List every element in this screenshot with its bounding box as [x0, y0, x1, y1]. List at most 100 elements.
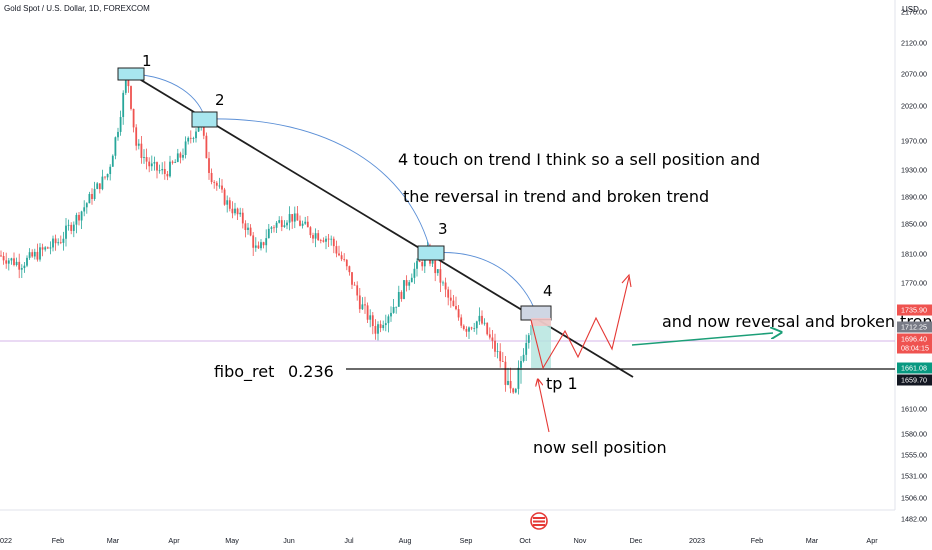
candle: [23, 262, 26, 273]
price-tag: 1712.25: [897, 321, 932, 333]
annotation-text-3: and now reversal and broken trend: [662, 312, 932, 331]
candle: [7, 257, 10, 271]
candle: [364, 296, 366, 314]
candle: [473, 322, 476, 332]
candle: [109, 164, 112, 181]
candle: [195, 128, 197, 143]
candle: [215, 180, 218, 191]
candle: [405, 275, 408, 292]
candle: [273, 225, 275, 233]
candle: [44, 246, 47, 252]
price-tick-label: 2120.00: [901, 39, 927, 48]
candle: [75, 212, 78, 234]
candle: [283, 220, 286, 228]
candle: [455, 296, 457, 311]
time-tick-label: Mar: [806, 536, 819, 545]
touch-boxes[interactable]: [117, 67, 552, 321]
candle: [390, 306, 392, 322]
candle: [106, 173, 109, 181]
candle: [80, 210, 83, 229]
candle: [280, 216, 283, 232]
candle: [65, 217, 67, 247]
candle: [496, 342, 499, 359]
candle: [91, 188, 93, 205]
candle: [114, 136, 117, 160]
candle: [384, 314, 387, 332]
candle: [70, 222, 73, 235]
candle: [288, 206, 291, 231]
candle: [252, 232, 255, 256]
candle: [221, 179, 223, 193]
candle: [93, 181, 96, 201]
time-tick-label: Mar: [107, 536, 120, 545]
svg-text:1661.08: 1661.08: [901, 364, 927, 373]
projection-path: [530, 276, 630, 370]
candle: [494, 333, 496, 357]
candle: [174, 159, 177, 164]
candle: [67, 219, 70, 231]
candle: [353, 281, 356, 286]
price-axis[interactable]: 2170.00 2120.00 2070.00 2020.00 1970.00 1930.…: [901, 8, 927, 524]
candle: [286, 220, 288, 230]
candle: [52, 235, 54, 252]
candle: [314, 228, 317, 248]
candle: [244, 220, 247, 238]
candle: [130, 85, 132, 111]
candle: [26, 255, 28, 268]
candle: [262, 241, 265, 249]
candle: [317, 229, 320, 241]
candle: [101, 169, 104, 191]
candle: [335, 240, 338, 258]
candle: [163, 161, 166, 180]
candle: [338, 245, 340, 257]
candle: [62, 231, 65, 251]
time-tick-label: Jul: [344, 536, 354, 545]
candle: [319, 238, 322, 244]
candle: [184, 136, 187, 159]
candle: [182, 148, 184, 161]
candle: [28, 248, 31, 260]
candle: [85, 202, 88, 214]
price-tick-label: 1555.00: [901, 451, 927, 460]
candle: [309, 226, 312, 239]
candle: [351, 272, 353, 290]
arc-2-3: [204, 118, 432, 254]
candle: [296, 206, 299, 221]
candle: [392, 299, 395, 314]
candle: [158, 164, 161, 174]
candle: [293, 206, 296, 229]
touch-box-1: [117, 67, 145, 81]
candle: [304, 216, 307, 225]
time-tick-label: Feb: [52, 536, 64, 545]
candle: [377, 321, 379, 341]
price-tick-label: 1810.00: [901, 250, 927, 259]
candle: [434, 258, 437, 282]
touch-box-3: [417, 245, 445, 261]
candle: [137, 139, 140, 150]
candle: [525, 334, 528, 361]
time-axis[interactable]: 2022 Feb Mar Apr May Jun Jul Aug Sep Oct Nov Dec 202…: [0, 536, 878, 545]
candle: [514, 387, 517, 394]
candle: [488, 327, 491, 340]
candle: [470, 326, 473, 331]
candle: [247, 223, 249, 235]
price-tick-label: 1970.00: [901, 137, 927, 146]
candle: [257, 241, 260, 249]
sell-label: now sell position: [533, 438, 667, 457]
sell-arrow: [538, 380, 550, 433]
candle: [436, 269, 439, 276]
candle: [345, 258, 348, 271]
candle: [10, 257, 13, 265]
candle: [13, 252, 15, 267]
candle: [83, 200, 86, 217]
position-zone-red: [531, 318, 551, 326]
time-tick-label: Dec: [630, 536, 643, 545]
fibo-name: fibo_ret: [214, 362, 274, 382]
candle: [39, 243, 41, 262]
candle: [236, 207, 239, 220]
candle: [41, 243, 44, 257]
candle: [205, 132, 208, 159]
time-tick-label: Aug: [399, 536, 412, 545]
